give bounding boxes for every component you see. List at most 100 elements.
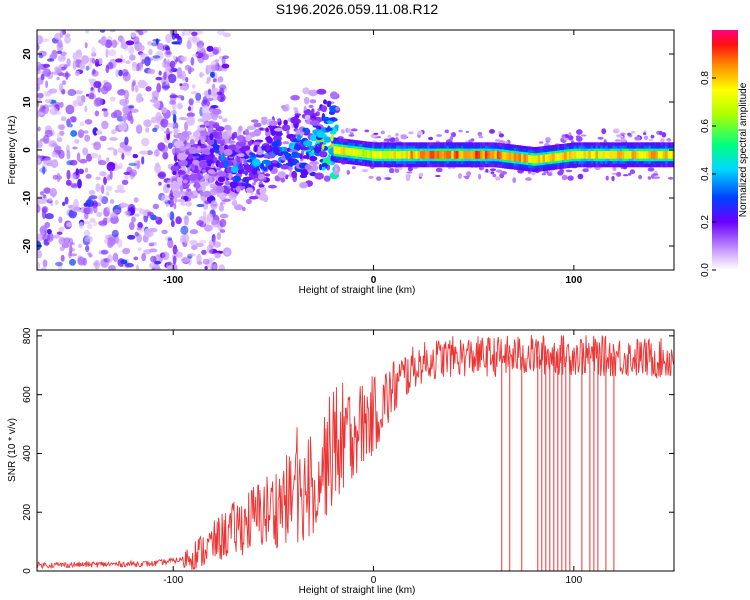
spectrogram-cell xyxy=(176,67,183,77)
spectrogram-cell xyxy=(238,125,243,132)
spectrogram-cell xyxy=(465,130,469,133)
spectrogram-cell xyxy=(672,151,674,159)
spectrogram-cell xyxy=(629,151,632,159)
spectrogram-cell xyxy=(557,153,560,161)
spectrogram-cell xyxy=(329,130,337,135)
spectrogram-cell xyxy=(385,177,392,181)
spectrogram-cell xyxy=(611,175,615,182)
spectrogram-cell xyxy=(319,151,328,158)
spectrogram-cell xyxy=(189,229,199,235)
spectrogram-cell xyxy=(631,130,636,134)
spectrogram-cell xyxy=(111,129,117,135)
spectrogram-cell xyxy=(299,174,308,179)
spectrogram-cell xyxy=(172,170,177,176)
spectrogram-cell xyxy=(272,147,280,154)
spectrogram-cell xyxy=(259,187,267,195)
spectrogram-cell xyxy=(52,234,61,239)
spectrogram-cell xyxy=(113,109,122,118)
spectrogram-cell xyxy=(225,250,230,256)
spectrogram-cell xyxy=(219,213,229,219)
spectrogram-cell xyxy=(218,130,222,139)
spectrogram-cell xyxy=(128,45,135,55)
spectrogram-cell xyxy=(245,187,254,193)
spectrogram-cell xyxy=(303,109,313,115)
spectrogram-cell xyxy=(290,116,299,123)
spectrogram-cell xyxy=(647,176,652,180)
spectrogram-cell xyxy=(492,174,497,178)
spectrogram-cell xyxy=(590,151,594,159)
spectrogram-cell xyxy=(213,157,218,163)
spectrogram-cell xyxy=(291,170,298,179)
spectrogram-cell xyxy=(41,207,48,214)
spectrogram-cell xyxy=(569,151,572,160)
spectrogram-cell xyxy=(220,67,228,72)
spectrogram-cell xyxy=(541,173,546,176)
spectrogram-cell xyxy=(78,221,84,229)
spectrogram-cell xyxy=(314,172,325,180)
spectrogram-cell xyxy=(646,151,649,159)
spectrogram-cell xyxy=(600,151,603,159)
spectrogram-cell xyxy=(43,63,50,68)
spectrogram-cell xyxy=(248,195,259,200)
spectrogram-cell xyxy=(242,170,249,175)
spectrogram-cell xyxy=(44,98,52,104)
spectrogram-cell xyxy=(616,171,622,177)
spectrogram-cell xyxy=(131,82,135,92)
spectrogram-cell xyxy=(169,197,174,208)
spectrogram-cell xyxy=(296,134,301,141)
spectrogram-cell xyxy=(108,162,116,168)
spectrogram-cell xyxy=(161,229,168,234)
spectrogram-cell xyxy=(85,65,90,71)
spectrogram-cell xyxy=(217,176,226,183)
spectrogram-cell xyxy=(277,118,281,123)
spectrogram-cell xyxy=(162,251,170,261)
spectrogram-cell xyxy=(468,139,473,143)
spectrogram-cell xyxy=(239,148,247,152)
spectrogram-cell xyxy=(489,129,495,134)
spectrogram-cell xyxy=(180,201,186,206)
spectrogram-cell xyxy=(56,231,63,235)
spectrogram-cell xyxy=(653,176,661,179)
spectrogram-cell xyxy=(171,41,180,45)
spectrogram-cell xyxy=(293,107,298,111)
spectrogram-cell xyxy=(171,220,175,228)
spectrogram-cell xyxy=(624,151,627,159)
spectrogram-cell xyxy=(101,196,109,205)
spectrogram-cell xyxy=(619,151,623,159)
spectrogram-cell xyxy=(267,154,275,159)
spectrogram-cell xyxy=(216,30,225,36)
spectrogram-cell xyxy=(231,133,235,141)
spectrogram-cell xyxy=(195,92,202,102)
spectrogram-cell xyxy=(180,135,186,143)
spectrogram-cell xyxy=(281,124,291,132)
colorbar-tick-label: 0.6 xyxy=(700,119,711,133)
spectrogram-cell xyxy=(629,169,636,175)
spectrogram-cell xyxy=(261,118,268,126)
y-tick-label: -10 xyxy=(22,190,33,205)
spectrogram-cell xyxy=(219,56,223,60)
spectrogram-cell xyxy=(204,224,213,232)
spectrogram-cell xyxy=(395,133,399,137)
spectrogram-cell xyxy=(53,110,62,115)
spectrogram-cell xyxy=(113,149,117,156)
spectrogram-cell xyxy=(85,93,90,97)
spectrogram-cell xyxy=(405,151,409,159)
spectrogram-cell xyxy=(84,237,94,243)
spectrogram-cell xyxy=(48,197,53,202)
spectrogram-cell xyxy=(130,32,136,38)
spectrogram-cell xyxy=(37,140,43,149)
spectrogram-cell xyxy=(172,255,177,265)
spectrogram-cell xyxy=(109,216,119,224)
spectrogram-cell xyxy=(86,153,93,162)
spectrogram-cell xyxy=(655,151,659,159)
spectrogram-cell xyxy=(223,148,233,156)
spectrogram-cell xyxy=(177,153,188,161)
spectrogram-cell xyxy=(88,253,93,258)
spectrogram-cell xyxy=(352,166,356,170)
spectrogram-cell xyxy=(340,147,344,155)
spectrogram-cell xyxy=(74,138,80,144)
spectrogram-cell xyxy=(206,213,214,222)
spectrogram-cell xyxy=(219,84,227,90)
spectrogram-cell xyxy=(39,104,45,112)
